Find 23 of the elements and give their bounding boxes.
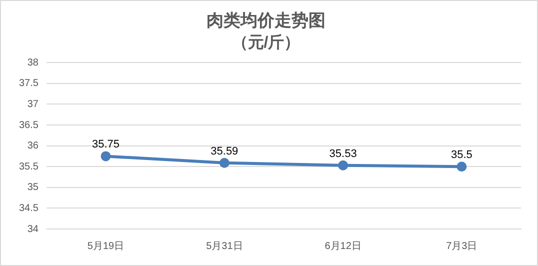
y-tick-label: 37.5 xyxy=(18,78,39,90)
point xyxy=(456,162,467,172)
data-label: 35.53 xyxy=(329,148,357,160)
chart-title: 肉类均价走势图 xyxy=(206,10,326,30)
chart-subtitle: （元/斤） xyxy=(232,33,300,52)
x-tick-label: 7月3日 xyxy=(446,240,478,252)
y-tick-label: 35.5 xyxy=(18,161,39,172)
y-tick-label: 38 xyxy=(27,57,39,68)
y-tick-label: 34.5 xyxy=(18,202,39,214)
y-tick-label: 37 xyxy=(27,98,39,110)
data-label: 35.5 xyxy=(450,149,472,162)
x-tick-label: 6月12日 xyxy=(324,240,362,252)
data-label: 35.75 xyxy=(92,138,120,151)
y-tick-label: 35 xyxy=(27,182,39,194)
x-tick-label: 5月19日 xyxy=(87,240,124,252)
y-tick-label: 34 xyxy=(27,224,39,235)
y-tick-label: 36.5 xyxy=(18,120,39,131)
y-tick-label: 36 xyxy=(27,140,39,152)
data-label: 35.59 xyxy=(210,145,238,158)
x-tick-label: 5月31日 xyxy=(206,240,243,252)
point xyxy=(338,160,348,170)
point xyxy=(219,158,230,168)
point xyxy=(100,151,111,162)
